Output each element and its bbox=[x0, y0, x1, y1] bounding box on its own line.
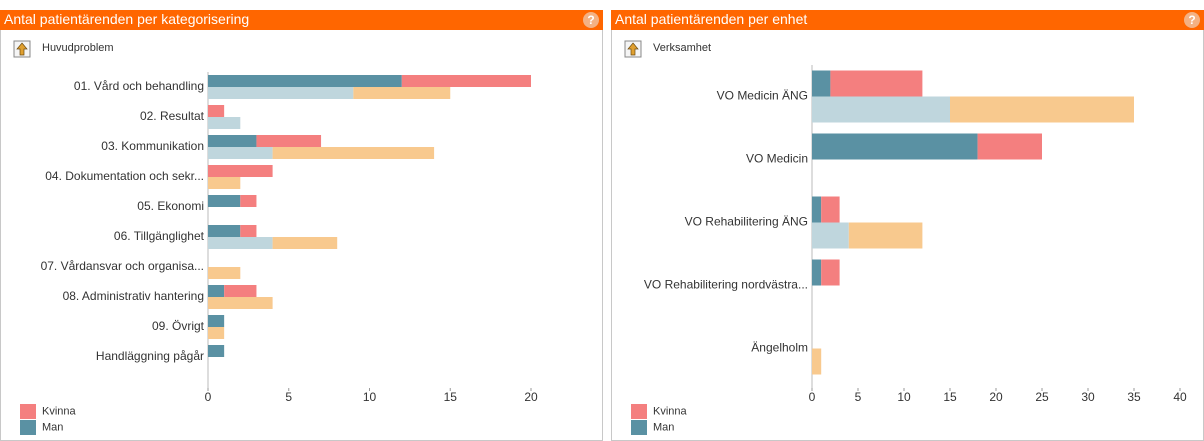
category-label: VO Medicin ÄNG bbox=[717, 89, 808, 103]
bar bbox=[830, 70, 923, 97]
category-label: 01. Vård och behandling bbox=[74, 79, 204, 93]
legend-label: Kvinna bbox=[42, 405, 77, 417]
panel-title: Antal patientärenden per kategorisering bbox=[4, 11, 249, 27]
bar bbox=[256, 135, 322, 147]
x-tick-label: 15 bbox=[444, 390, 458, 404]
category-label: 08. Administrativ hantering bbox=[63, 289, 204, 303]
help-icon[interactable] bbox=[583, 12, 599, 28]
bar bbox=[240, 195, 257, 207]
comparison-bar bbox=[812, 222, 849, 249]
bar bbox=[208, 285, 225, 297]
category-label: VO Medicin bbox=[746, 152, 808, 166]
drill-up-arrow bbox=[627, 42, 639, 56]
comparison-bar bbox=[812, 348, 822, 375]
bar bbox=[977, 133, 1042, 160]
axis-label: Huvudproblem bbox=[42, 42, 114, 54]
bar bbox=[812, 70, 831, 97]
category-label: 07. Vårdansvar och organisa... bbox=[41, 259, 204, 273]
x-tick-label: 25 bbox=[1035, 390, 1049, 404]
legend-label: Man bbox=[653, 421, 674, 433]
legend-swatch bbox=[631, 404, 647, 419]
category-label: VO Rehabilitering nordvästra... bbox=[644, 278, 808, 292]
bar bbox=[821, 259, 840, 286]
bar bbox=[821, 196, 840, 223]
panel-header bbox=[611, 10, 1204, 30]
x-tick-label: 20 bbox=[989, 390, 1003, 404]
legend-swatch bbox=[631, 420, 647, 435]
bar bbox=[812, 133, 978, 160]
comparison-bar bbox=[208, 147, 273, 159]
category-label: 03. Kommunikation bbox=[101, 139, 204, 153]
help-icon-glyph: ? bbox=[1188, 13, 1195, 27]
comparison-bar bbox=[272, 147, 435, 159]
category-label: Ängelholm bbox=[751, 341, 808, 355]
bar bbox=[208, 345, 225, 357]
legend-swatch bbox=[20, 404, 36, 419]
panel: Antal patientärenden per kategorisering?… bbox=[0, 10, 603, 441]
bar bbox=[208, 75, 402, 87]
comparison-bar bbox=[208, 87, 354, 99]
category-label: 09. Övrigt bbox=[152, 319, 205, 333]
x-tick-label: 10 bbox=[363, 390, 377, 404]
legend-swatch bbox=[20, 420, 36, 435]
legend-label: Man bbox=[42, 421, 63, 433]
x-tick-label: 10 bbox=[897, 390, 911, 404]
x-tick-label: 35 bbox=[1127, 390, 1141, 404]
comparison-bar bbox=[208, 267, 241, 279]
drill-up-arrow bbox=[16, 42, 28, 56]
bar bbox=[224, 285, 257, 297]
x-tick-label: 30 bbox=[1081, 390, 1095, 404]
comparison-bar bbox=[208, 117, 241, 129]
bar bbox=[812, 196, 822, 223]
category-label: 04. Dokumentation och sekr... bbox=[45, 169, 204, 183]
x-tick-label: 5 bbox=[855, 390, 862, 404]
panel-title: Antal patientärenden per enhet bbox=[615, 11, 807, 27]
x-tick-label: 40 bbox=[1173, 390, 1187, 404]
bar bbox=[401, 75, 531, 87]
bar bbox=[208, 225, 241, 237]
category-label: VO Rehabilitering ÄNG bbox=[685, 215, 808, 229]
panel-header bbox=[0, 10, 603, 30]
x-tick-label: 0 bbox=[809, 390, 816, 404]
category-label: 05. Ekonomi bbox=[137, 199, 204, 213]
bar bbox=[812, 259, 822, 286]
axis-label: Verksamhet bbox=[653, 42, 711, 54]
bar bbox=[208, 135, 257, 147]
comparison-bar bbox=[272, 237, 338, 249]
bar bbox=[208, 195, 241, 207]
help-icon[interactable] bbox=[1184, 12, 1200, 28]
category-label: 02. Resultat bbox=[140, 109, 205, 123]
comparison-bar bbox=[353, 87, 451, 99]
panel: Antal patientärenden per enhet ? Verksamhe… bbox=[611, 10, 1204, 441]
x-tick-label: 20 bbox=[524, 390, 538, 404]
bar bbox=[240, 225, 257, 237]
x-tick-label: 15 bbox=[943, 390, 957, 404]
x-tick-label: 5 bbox=[285, 390, 292, 404]
help-icon-glyph: ? bbox=[587, 13, 594, 27]
x-tick-label: 0 bbox=[205, 390, 212, 404]
bar bbox=[208, 315, 225, 327]
category-label: Handläggning pågår bbox=[96, 349, 204, 363]
comparison-bar bbox=[208, 237, 273, 249]
legend-label: Kvinna bbox=[653, 405, 688, 417]
comparison-bar bbox=[208, 327, 225, 339]
comparison-bar bbox=[848, 222, 923, 249]
bar bbox=[208, 105, 225, 117]
comparison-bar bbox=[950, 96, 1134, 123]
comparison-bar bbox=[208, 297, 273, 309]
comparison-bar bbox=[812, 96, 950, 123]
comparison-bar bbox=[208, 177, 241, 189]
category-label: 06. Tillgänglighet bbox=[114, 229, 205, 243]
bar bbox=[208, 165, 273, 177]
